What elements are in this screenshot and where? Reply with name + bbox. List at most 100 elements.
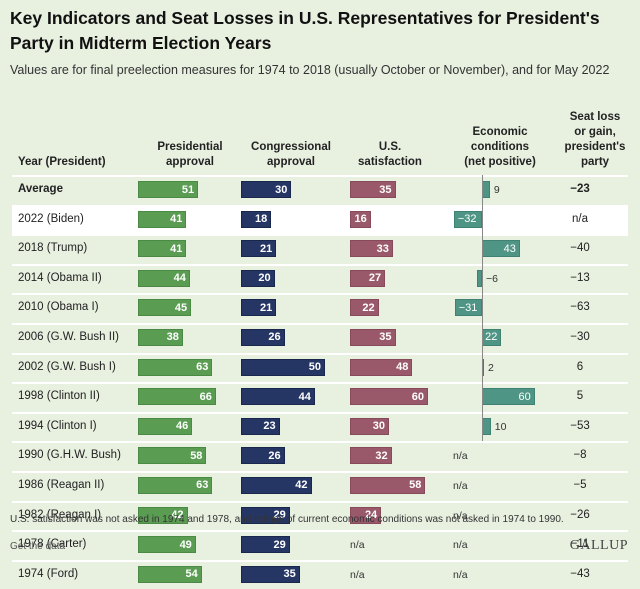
congressional-bar [241,417,280,435]
congressional-value: 50 [308,361,321,374]
satisfaction-bar [350,328,396,346]
table-body: Average 51 30 35 9 −23 2022 (Biden) 41 18 16 −32 n/… [12,175,628,589]
presidential-value: 41 [170,242,183,255]
economic-bar [482,417,491,435]
row-label: 1990 (G.H.W. Bush) [18,449,121,462]
header-presidential: Presidential approval [157,141,223,168]
congressional-value: 29 [273,538,286,551]
congressional-bar [241,388,315,406]
congressional-value: 21 [260,242,273,255]
presidential-value: 46 [176,420,189,433]
seat-change-value: −13 [570,271,590,284]
seat-change-value: −5 [573,478,587,491]
presidential-value: 58 [190,449,203,462]
congressional-value: 21 [260,301,273,314]
seat-change-value: −40 [570,242,590,255]
satisfaction-bar [350,299,379,317]
row-label: 2014 (Obama II) [18,271,102,284]
table-row: 2002 (G.W. Bush I) 63 50 48 2 6 [12,352,628,383]
satisfaction-bar [350,269,386,287]
row-label: 2022 (Biden) [18,212,84,225]
chart-subtitle: Values are for final preelection measure… [10,63,610,77]
satisfaction-bar [350,181,396,198]
congressional-value: 44 [298,390,311,403]
presidential-bar [138,181,199,198]
seat-change-value: −43 [570,567,590,580]
satisfaction-na: n/a [350,539,365,552]
congressional-bar [241,328,285,346]
presidential-value: 45 [174,301,188,314]
satisfaction-value: 33 [376,242,389,255]
congressional-bar [241,210,272,228]
row-label: 1986 (Reagan II) [18,478,105,491]
congressional-value: 26 [268,449,281,462]
header-satisfaction: U.S. satisfaction [358,141,422,168]
seat-change-value: −11 [570,538,590,551]
row-label: 2006 (G.W. Bush II) [18,330,119,343]
economic-na: n/a [453,479,468,492]
chart-title: Key Indicators and Seat Losses in U.S. R… [10,8,600,53]
seat-change-value: n/a [572,212,588,225]
table-row: 2010 (Obama I) 45 21 22 −31 −63 [12,293,628,323]
satisfaction-value: 35 [379,183,392,196]
presidential-value: 44 [173,272,186,285]
seat-change-value: 5 [576,390,584,403]
seat-change-value: −53 [570,419,590,432]
row-label: 1978 (Carter) [18,538,87,551]
satisfaction-bar [350,476,426,494]
header-seat: Seat loss or gain, president's party [564,111,626,168]
satisfaction-value: 24 [364,509,378,522]
economic-value: −6 [486,272,498,285]
table-row: 1974 (Ford) 54 35 n/a n/a −43 [12,559,628,589]
satisfaction-bar [350,240,393,258]
satisfaction-bar [350,447,392,465]
get-data-link[interactable]: Get the data [10,541,66,552]
congressional-value: 18 [254,213,268,226]
presidential-value: 63 [196,361,209,374]
gallup-logo: GALLUP [569,538,628,553]
row-label: 2010 (Obama I) [18,301,99,314]
presidential-value: 66 [199,390,212,403]
congressional-value: 35 [283,568,296,581]
congressional-value: 20 [258,272,271,285]
table-row: 1978 (Carter) 49 29 n/a n/a −11 [12,530,628,560]
presidential-bar [138,388,216,406]
congressional-bar [241,447,285,465]
presidential-value: 51 [181,183,195,196]
table-row: 1986 (Reagan II) 63 42 58 n/a −5 [12,470,628,501]
satisfaction-bar [350,506,382,524]
satisfaction-value: 30 [372,420,385,433]
table-row: 2022 (Biden) 41 18 16 −32 n/a [12,204,628,235]
presidential-bar [138,240,187,258]
row-label: 1974 (Ford) [18,567,79,580]
presidential-bar [138,299,192,317]
congressional-bar [241,181,292,198]
congressional-value: 42 [295,479,308,492]
economic-zero-line [482,175,483,442]
congressional-value: 26 [268,331,281,344]
economic-value: 43 [503,242,516,255]
congressional-bar [241,476,312,494]
economic-na: n/a [453,568,468,581]
presidential-value: 38 [166,331,179,344]
economic-value: 60 [518,390,531,403]
seat-change-value: −8 [573,449,587,462]
seat-change-value: 6 [576,360,584,373]
presidential-bar [138,328,183,346]
congressional-bar [241,299,277,317]
economic-value: 9 [493,184,500,196]
presidential-value: 49 [179,538,192,551]
row-label: 1994 (Clinton I) [18,419,97,432]
presidential-value: 54 [185,568,198,581]
satisfaction-bar [350,358,413,376]
economic-value: −31 [458,301,478,314]
economic-na: n/a [453,539,468,552]
congressional-bar [241,536,290,554]
economic-value: −32 [457,213,477,226]
presidential-bar [138,417,193,435]
satisfaction-value: 32 [375,449,388,462]
satisfaction-value: 60 [411,390,424,403]
economic-bar [453,210,482,228]
seat-change-value: −26 [570,508,590,521]
congressional-bar [241,506,290,524]
